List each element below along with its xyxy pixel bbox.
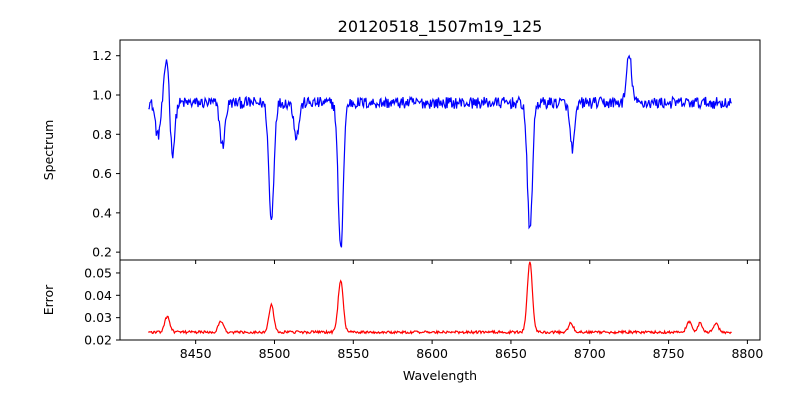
spectrum-y-tick-label: 0.4	[92, 205, 112, 220]
chart-title: 20120518_1507m19_125	[338, 17, 543, 37]
error-x-tick-label: 8650	[495, 346, 527, 361]
error-panel: 8450 8500 8550 8600 8650 8700 8750 8800 0.02 0.03…	[84, 259, 763, 361]
spectrum-y-tick-label: 0.8	[92, 127, 112, 142]
error-y-tick-label: 0.05	[84, 265, 112, 280]
spectrum-panel: 0.2 0.4 0.6 0.8 1.0 1.2	[92, 39, 761, 264]
error-y-tick-label: 0.02	[84, 333, 112, 348]
error-y-axis-label: Error	[41, 284, 56, 315]
spectrum-axes-frame	[119, 39, 761, 261]
error-series-line	[148, 261, 732, 336]
error-y-tick-label: 0.04	[84, 288, 112, 303]
x-axis-label: Wavelength	[403, 368, 477, 383]
spectrum-y-tick-label: 1.2	[92, 48, 112, 63]
error-x-tick-label: 8450	[180, 346, 212, 361]
error-x-tick-label: 8750	[653, 346, 685, 361]
error-x-tick-label: 8500	[259, 346, 291, 361]
error-x-tick-label: 8800	[731, 346, 763, 361]
error-x-tick-label: 8550	[337, 346, 369, 361]
spectrum-y-tick-label: 1.0	[92, 88, 112, 103]
spectrum-y-tick-label: 0.2	[92, 245, 112, 260]
spectrum-series-line	[148, 54, 732, 248]
error-x-tick-label: 8600	[416, 346, 448, 361]
spectrum-y-tick-label: 0.6	[92, 166, 112, 181]
error-y-tick-label: 0.03	[84, 310, 112, 325]
spectrum-y-axis-label: Spectrum	[41, 120, 56, 181]
error-x-tick-label: 8700	[574, 346, 606, 361]
error-axes-frame	[119, 259, 761, 341]
